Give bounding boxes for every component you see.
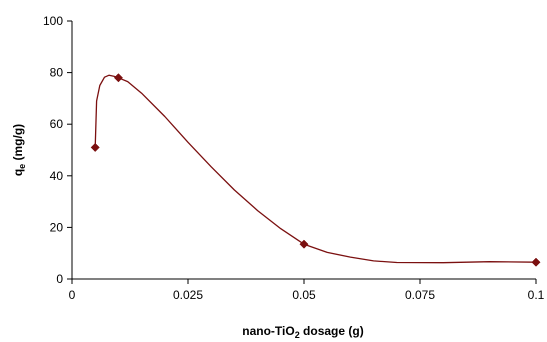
data-point bbox=[90, 142, 100, 152]
x-axis: 0 0.025 0.05 0.075 0.1 bbox=[69, 278, 545, 302]
data-point bbox=[531, 257, 541, 267]
y-tick-label: 100 bbox=[43, 14, 63, 28]
x-tick-label: 0.075 bbox=[405, 288, 435, 302]
x-tick-label: 0.025 bbox=[173, 288, 203, 302]
y-tick-label: 40 bbox=[50, 169, 64, 183]
y-tick-label: 60 bbox=[50, 117, 64, 131]
data-point bbox=[299, 239, 309, 249]
x-tick-label: 0.05 bbox=[292, 288, 316, 302]
data-point bbox=[113, 73, 123, 83]
data-point-layer bbox=[90, 73, 541, 267]
x-tick-label: 0 bbox=[69, 288, 76, 302]
series-line bbox=[94, 74, 537, 264]
y-tick-label: 20 bbox=[50, 220, 64, 234]
fitted-curve-layer bbox=[94, 74, 537, 264]
x-axis-title: nano-TiO2 dosage (g) bbox=[242, 324, 363, 340]
y-axis-title: qe (mg/g) bbox=[11, 124, 27, 176]
x-tick-label: 0.1 bbox=[528, 288, 545, 302]
y-axis: 0 20 40 60 80 100 bbox=[43, 14, 73, 286]
y-tick-label: 80 bbox=[50, 66, 64, 80]
y-tick-label: 0 bbox=[56, 272, 63, 286]
